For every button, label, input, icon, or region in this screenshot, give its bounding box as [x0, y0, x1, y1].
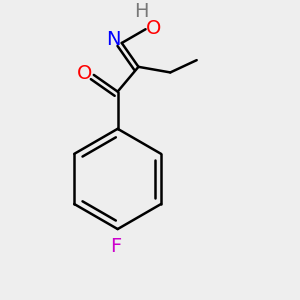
- Text: O: O: [76, 64, 92, 83]
- Text: F: F: [110, 237, 122, 256]
- Text: H: H: [134, 2, 148, 21]
- Text: O: O: [146, 19, 161, 38]
- Text: N: N: [106, 30, 121, 49]
